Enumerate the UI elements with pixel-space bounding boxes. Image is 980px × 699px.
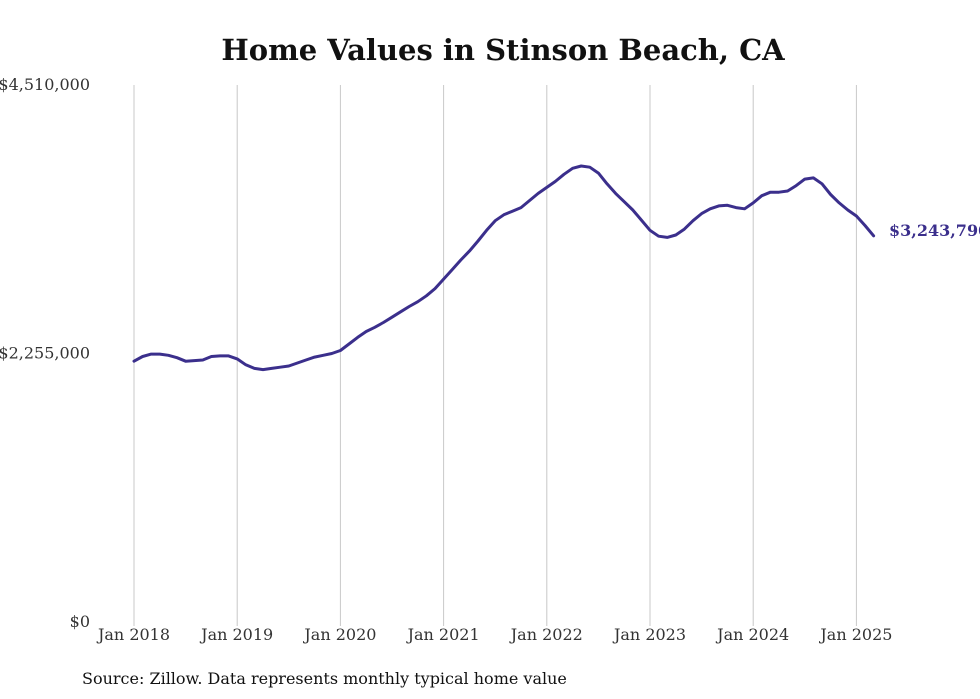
y-tick-label: $2,255,000 xyxy=(0,344,90,363)
series-layer xyxy=(132,164,876,372)
x-tick-label: Jan 2025 xyxy=(818,625,892,644)
y-tick-label: $0 xyxy=(70,612,90,631)
x-tick-label: Jan 2024 xyxy=(715,625,789,644)
y-axis: $0 $2,255,000 $4,510,000 xyxy=(0,75,90,631)
x-axis: Jan 2018 Jan 2019 Jan 2020 Jan 2021 Jan 2022… xyxy=(96,625,892,644)
source-note: Source: Zillow. Data represents monthly … xyxy=(82,669,567,688)
x-tick-label: Jan 2018 xyxy=(96,625,170,644)
x-tick-label: Jan 2021 xyxy=(406,625,480,644)
end-value-label: $3,243,790 xyxy=(889,221,980,240)
x-tick-label: Jan 2023 xyxy=(612,625,686,644)
grid-lines xyxy=(133,85,857,626)
x-tick-label: Jan 2022 xyxy=(509,625,583,644)
x-tick-label: Jan 2019 xyxy=(199,625,273,644)
chart-title: Home Values in Stinson Beach, CA xyxy=(221,33,785,67)
series-line xyxy=(132,164,876,372)
x-tick-label: Jan 2020 xyxy=(302,625,376,644)
y-tick-label: $4,510,000 xyxy=(0,75,90,94)
